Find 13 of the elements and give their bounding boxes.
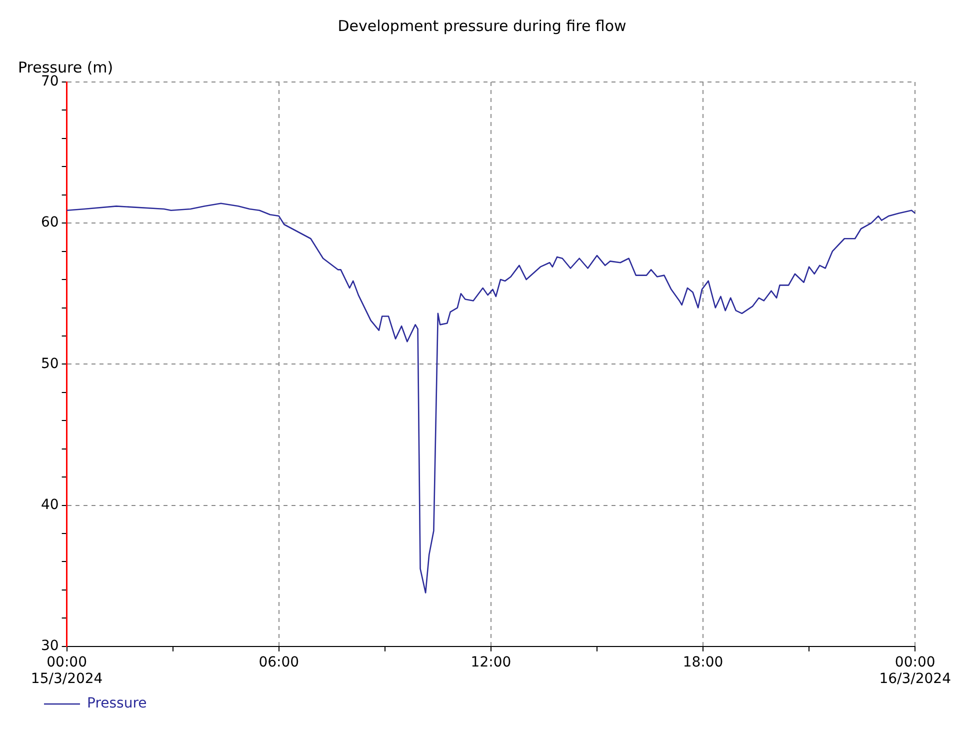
- x-tick-label: 12:00: [470, 654, 512, 670]
- legend-label: Pressure: [87, 696, 147, 712]
- y-tick-label: 50: [40, 356, 59, 372]
- chart-title: Development pressure during fire flow: [338, 16, 626, 35]
- y-axis-title: Pressure (m): [18, 58, 114, 76]
- y-tick-label: 60: [40, 214, 59, 231]
- y-tick-label: 40: [40, 496, 59, 513]
- x-tick-label: 18:00: [682, 654, 724, 670]
- x-tick-label: 00:00 15/3/2024: [30, 654, 103, 688]
- y-tick-label: 70: [40, 74, 59, 90]
- y-tick-label: 30: [40, 638, 59, 654]
- x-tick-label: 06:00: [258, 654, 300, 670]
- x-tick-label: 00:00 16/3/2024: [879, 654, 952, 688]
